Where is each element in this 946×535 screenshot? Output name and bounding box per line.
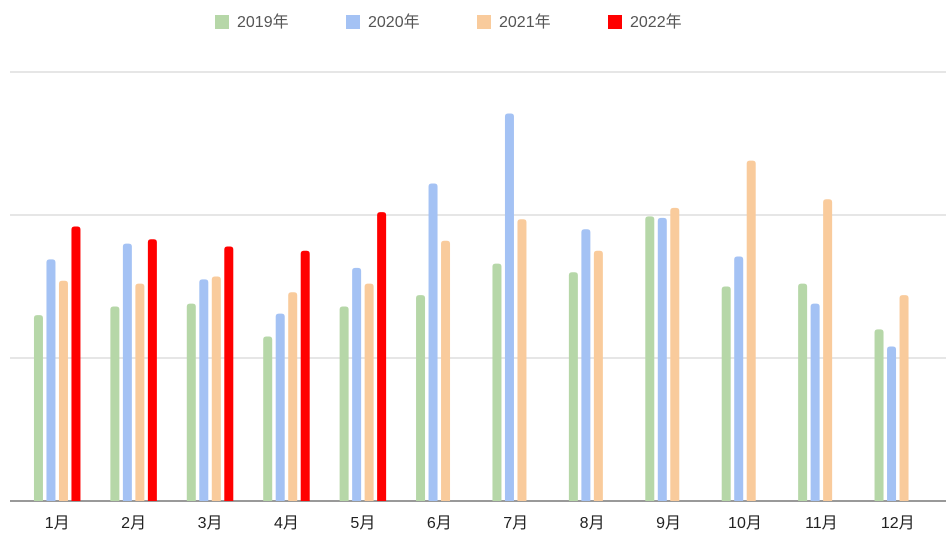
bar xyxy=(645,216,655,501)
legend-label: 2019年 xyxy=(237,13,289,31)
bar xyxy=(364,283,374,501)
bar xyxy=(734,256,744,501)
bar xyxy=(746,160,756,501)
bar xyxy=(263,336,273,501)
bar xyxy=(339,306,349,501)
bar xyxy=(823,199,833,501)
legend-swatch xyxy=(346,15,360,29)
x-tick-label: 11月 xyxy=(805,515,838,532)
x-tick-label: 9月 xyxy=(656,515,681,532)
bar xyxy=(810,303,820,501)
legend-label: 2021年 xyxy=(499,13,551,31)
bar xyxy=(110,306,120,501)
legend-label: 2020年 xyxy=(368,13,420,31)
bar xyxy=(186,303,196,501)
bar xyxy=(33,315,43,501)
x-tick-label: 2月 xyxy=(121,515,146,532)
x-tick-label: 8月 xyxy=(580,515,605,532)
x-tick-label: 12月 xyxy=(881,515,915,532)
x-tick-label: 10月 xyxy=(728,515,762,532)
bar xyxy=(670,207,680,501)
bar xyxy=(492,263,502,501)
bar xyxy=(211,276,221,501)
legend-label: 2022年 xyxy=(630,13,682,31)
bar xyxy=(657,217,667,502)
bar xyxy=(46,259,56,501)
bar xyxy=(352,267,362,501)
bar xyxy=(300,250,310,501)
bar xyxy=(887,346,897,501)
bar xyxy=(122,243,132,501)
bar xyxy=(899,295,909,501)
bar xyxy=(199,279,209,501)
legend-swatch xyxy=(215,15,229,29)
bar xyxy=(428,183,438,502)
bar xyxy=(135,283,145,501)
x-tick-label: 1月 xyxy=(45,515,70,532)
bar xyxy=(581,229,591,502)
x-tick-label: 4月 xyxy=(274,515,299,532)
bar xyxy=(288,292,298,501)
bar xyxy=(517,219,527,502)
bar xyxy=(721,286,731,501)
bar xyxy=(58,280,68,501)
bar xyxy=(441,240,451,502)
legend-swatch xyxy=(477,15,491,29)
bar xyxy=(275,313,285,501)
bar xyxy=(504,113,514,501)
x-tick-label: 5月 xyxy=(350,515,375,532)
bar xyxy=(147,239,157,501)
bar xyxy=(71,226,81,501)
bar xyxy=(224,246,234,501)
bar xyxy=(568,272,578,501)
legend-swatch xyxy=(608,15,622,29)
x-tick-label: 3月 xyxy=(198,515,223,532)
bar xyxy=(416,295,426,501)
bar xyxy=(377,212,387,501)
x-tick-label: 6月 xyxy=(427,515,452,532)
bar xyxy=(798,283,808,501)
x-tick-label: 7月 xyxy=(503,515,528,532)
bar xyxy=(874,329,884,501)
bar xyxy=(593,250,603,501)
